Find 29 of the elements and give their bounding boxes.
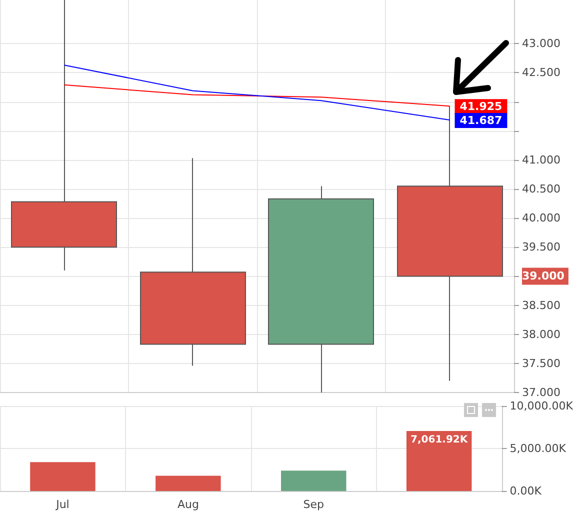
bar [406,430,472,491]
y-tick-label: 40.000 [522,212,560,225]
bar [281,470,346,491]
bar [156,476,221,491]
y-tick-label: 0.00K [510,484,542,498]
x-tick-label: Jul [55,498,70,511]
y-tick-label: 41.000 [522,153,560,166]
x-tick-label: Sep [303,498,324,511]
y-tick-label: 43.000 [522,37,560,50]
y-tick-label: 42.500 [522,66,560,80]
y-tick-label: 39.500 [522,240,560,254]
candlestick [268,186,374,393]
bar [30,462,96,491]
candlestick [11,0,117,271]
line-series [64,64,450,120]
y-tick-label: 38.000 [522,328,560,341]
data-label: 7,061.92K [410,434,469,446]
line-series [64,84,450,107]
candlestick [140,158,246,366]
y-tick-label: 10,000.00K [510,400,574,412]
y-tick-label: 37.000 [522,386,560,399]
data-label: 41.925 [460,100,502,114]
y-tick-label: 37.500 [522,356,560,370]
y-tick-label: 38.500 [522,298,560,312]
y-tick-label: 39.000 [522,270,565,283]
y-tick-label: 40.500 [522,182,560,196]
y-tick-label: 5,000.00K [510,442,567,455]
data-label: 41.687 [460,114,502,127]
x-tick-label: Aug [177,498,199,511]
